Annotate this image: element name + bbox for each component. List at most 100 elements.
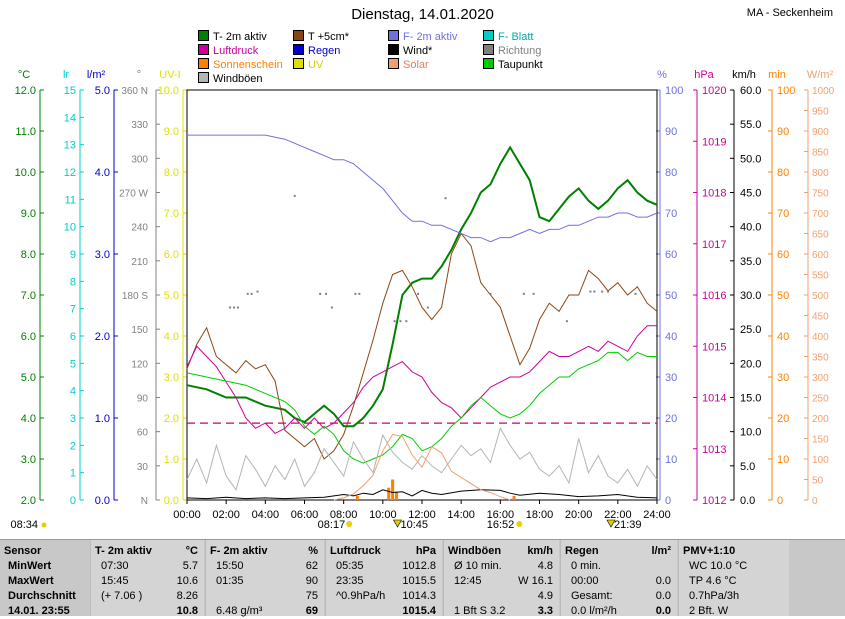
legend-item: UV <box>293 58 323 72</box>
legend-swatch <box>198 58 209 69</box>
stats-cell-note: 15:45 <box>101 575 129 587</box>
sunshine-bar <box>395 491 399 500</box>
stats-column-title: Regen <box>565 545 599 557</box>
direction-point <box>330 306 333 309</box>
legend-item: Richtung <box>483 44 541 58</box>
axis-tick-label: 11.0 <box>15 126 36 138</box>
axis-tick-label: 40 <box>777 331 789 343</box>
axis-tick-label: 60 <box>777 249 789 261</box>
series-line <box>186 489 658 500</box>
max-uv-label: 10:45 <box>401 519 429 531</box>
legend-label: Sonnenschein <box>213 59 283 71</box>
legend-label: Richtung <box>498 45 542 57</box>
axis-tick-label: 5 <box>70 358 76 370</box>
axis-tick-label: 100 <box>665 85 683 97</box>
x-tick-label: 08:00 <box>330 509 358 521</box>
stats-column-unit: % <box>308 545 318 557</box>
moonset-icon <box>606 519 616 528</box>
stats-cell-value: W 16.1 <box>518 575 553 587</box>
direction-point <box>589 290 592 293</box>
axis-tick-label: 30 <box>777 372 789 384</box>
axis-tick-label: 1017 <box>702 239 726 251</box>
axis-unit-label: ° <box>137 69 141 81</box>
stats-cell-note: ^0.9hPa/h <box>336 590 386 602</box>
stats-cell-value: 10.6 <box>176 575 198 587</box>
axis-tick-label: 550 <box>812 271 829 282</box>
axis-tick-label: 70 <box>665 208 677 220</box>
axis-tick-label: 100 <box>777 85 795 97</box>
stats-cell-value: 4.9 <box>537 590 553 602</box>
axis-tick-label: 1020 <box>702 85 726 97</box>
stats-cell-value: 10.8 <box>176 605 198 617</box>
axis-tick-label: 9 <box>70 249 76 261</box>
axis-tick-label: 30 <box>665 372 677 384</box>
stats-cell: 12:45 W 16.1 <box>444 574 559 589</box>
direction-point <box>417 292 420 295</box>
stats-label-max: MaxWert <box>8 575 54 587</box>
legend-label: Regen <box>308 45 341 57</box>
axis-tick-label: 1014 <box>702 393 726 405</box>
axis-tick-label: 0.0 <box>164 495 179 507</box>
stats-cell-value: 1015.5 <box>402 575 436 587</box>
stats-cell-note: 6.48 g/m³ <box>216 605 263 617</box>
stats-column-unit: km/h <box>527 545 553 557</box>
axis-tick-label: 50 <box>777 290 789 302</box>
stats-cell-note: 1 Bft S 3.2 <box>454 605 506 617</box>
stats-label-sensor: Sensor <box>4 545 42 557</box>
legend-item: F- 2m aktiv <box>388 30 457 44</box>
stats-cell-value: 8.26 <box>176 590 198 602</box>
stats-cell-note: 0 min. <box>571 560 601 572</box>
legend-item: Luftdruck <box>198 44 258 58</box>
stats-column-header: PMV+1:10 <box>679 540 789 559</box>
axis-tick-label: 4.0 <box>21 413 36 425</box>
axis-tick-label: 150 <box>812 435 829 446</box>
stats-cell-note: 23:35 <box>336 575 364 587</box>
x-tick-label: 12:00 <box>408 509 436 521</box>
station-name: MA - Seckenheim <box>746 7 833 19</box>
moonset-label: 21:39 <box>614 519 642 531</box>
stats-cell: 05:35 1012.8 <box>326 559 442 574</box>
axis-tick-label: 90 <box>665 126 677 138</box>
legend-swatch <box>198 72 209 83</box>
stats-cell: 6.48 g/m³ 69 <box>206 604 324 619</box>
legend-swatch <box>293 58 304 69</box>
stats-cell: 1 Bft S 3.2 3.3 <box>444 604 559 619</box>
legend-label: Solar <box>403 59 429 71</box>
axis-tick-label: 45.0 <box>740 188 761 200</box>
sunrise-label: 08:17 <box>318 519 346 531</box>
legend-swatch <box>388 58 399 69</box>
series-line <box>187 134 658 243</box>
axis-tick-label: 120 <box>131 359 148 370</box>
axis-tick-label: 50 <box>665 290 677 302</box>
direction-point <box>325 292 328 295</box>
axis-tick-label: 90 <box>137 394 149 405</box>
stats-cell-note: 07:30 <box>101 560 129 572</box>
stats-column-unit: l/m² <box>651 545 671 557</box>
direction-point <box>532 292 535 295</box>
axis-tick-label: 15.0 <box>740 393 761 405</box>
axis-tick-label: 3.0 <box>164 372 179 384</box>
stats-cell: 0 min. <box>561 559 677 574</box>
direction-point <box>634 292 637 295</box>
axis-tick-label: 5.0 <box>740 461 755 473</box>
direction-point <box>319 292 322 295</box>
stats-cell-value: 0.0 <box>655 575 671 587</box>
plot-frame <box>186 89 658 501</box>
axis-tick-label: 0 <box>70 495 76 507</box>
stats-cell: Ø 10 min. 4.8 <box>444 559 559 574</box>
axis-tick-label: 150 <box>131 325 148 336</box>
axis-tick-label: 6 <box>70 331 76 343</box>
axis-tick-label: 1 <box>70 468 76 480</box>
direction-point <box>246 292 249 295</box>
x-tick-label: 14:00 <box>447 509 475 521</box>
axis-tick-label: 11 <box>65 194 76 206</box>
axis-tick-label: 12 <box>64 167 76 179</box>
stats-cell-note: Gesamt: <box>571 590 613 602</box>
axis-tick-label: 20 <box>777 413 789 425</box>
stats-column-unit: hPa <box>415 545 436 557</box>
stats-cell-note: 05:35 <box>336 560 364 572</box>
legend-item: Solar <box>388 58 429 72</box>
axis-tick-label: 40.0 <box>740 222 761 234</box>
stats-cell-note: TP 4.6 °C <box>689 575 737 587</box>
axis-tick-label: 10 <box>64 222 76 234</box>
